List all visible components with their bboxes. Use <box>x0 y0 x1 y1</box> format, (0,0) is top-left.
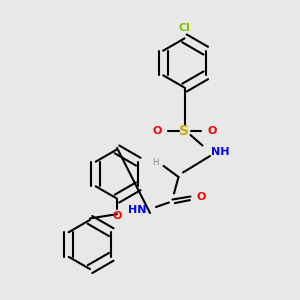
Text: HN: HN <box>128 205 147 215</box>
Text: O: O <box>112 211 122 220</box>
Text: Cl: Cl <box>178 23 190 33</box>
Text: O: O <box>207 125 216 136</box>
Text: S: S <box>179 124 190 137</box>
Text: H: H <box>153 158 159 166</box>
Text: O: O <box>153 125 162 136</box>
Text: O: O <box>196 191 206 202</box>
Text: NH: NH <box>212 146 230 157</box>
